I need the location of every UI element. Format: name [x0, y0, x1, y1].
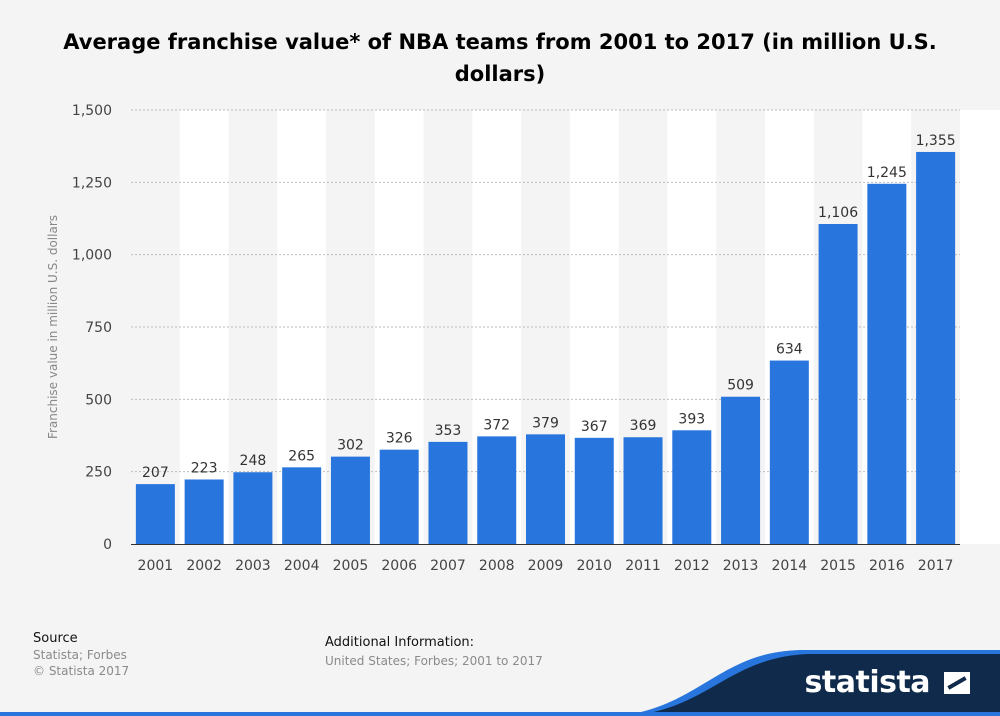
y-tick-label: 500 — [85, 392, 112, 408]
x-tick-label: 2010 — [576, 558, 612, 574]
bar-value-label: 326 — [386, 431, 413, 447]
x-tick-label: 2016 — [869, 558, 905, 574]
bar-chart: 0 250 500 750 1,000 1,250 1,500 207 223 248 265 30… — [46, 103, 1000, 574]
x-tick-label: 2014 — [772, 558, 808, 574]
bar — [428, 441, 468, 544]
bar-value-label: 265 — [288, 448, 315, 464]
y-tick-label: 750 — [85, 320, 112, 336]
x-tick-label: 2007 — [430, 558, 466, 574]
x-tick-label: 2003 — [235, 558, 271, 574]
x-tick-label: 2013 — [723, 558, 759, 574]
y-axis-ticks: 0 250 500 750 1,000 1,250 1,500 — [72, 103, 112, 553]
x-tick-label: 2002 — [186, 558, 222, 574]
bars — [135, 151, 956, 545]
y-tick-label: 0 — [103, 537, 112, 553]
additional-info-heading: Additional Information: — [325, 635, 475, 650]
x-tick-label: 2004 — [284, 558, 320, 574]
bar — [184, 479, 224, 544]
bar-value-label: 1,106 — [818, 205, 858, 221]
bar — [233, 472, 273, 544]
bar — [282, 467, 322, 544]
bar-value-label: 207 — [142, 465, 169, 481]
source-block: Source Statista; Forbes © Statista 2017 — [33, 631, 129, 679]
bar — [769, 360, 809, 544]
bar — [623, 437, 663, 544]
bar-value-label: 393 — [678, 411, 705, 427]
statista-logo-text: statista — [804, 665, 931, 700]
bar — [477, 436, 517, 544]
x-tick-label: 2001 — [138, 558, 174, 574]
copyright-line: © Statista 2017 — [33, 664, 130, 678]
bar — [721, 396, 761, 544]
x-tick-label: 2006 — [381, 558, 417, 574]
bar — [330, 456, 370, 544]
bar-value-label: 248 — [240, 453, 267, 469]
bar-value-label: 1,355 — [916, 133, 956, 149]
bar-value-label: 223 — [191, 460, 218, 476]
bar-value-label: 509 — [727, 378, 754, 394]
bar-value-label: 634 — [776, 342, 803, 358]
bar-value-label: 367 — [581, 419, 608, 435]
x-axis-ticks: 2001 2002 2003 2004 2005 2006 2007 2008 2009 2010… — [138, 558, 954, 574]
bar-value-label: 353 — [435, 423, 462, 439]
statista-logo-icon — [944, 672, 970, 694]
bar — [672, 430, 712, 544]
background-band — [960, 110, 1000, 544]
bar-value-label: 379 — [532, 415, 559, 431]
bar — [135, 484, 175, 544]
y-tick-label: 250 — [85, 465, 112, 481]
bar — [379, 449, 419, 544]
bar-value-label: 302 — [337, 438, 364, 454]
bar-value-label: 369 — [630, 418, 657, 434]
bar-value-label: 1,245 — [867, 165, 907, 181]
statista-logo: statista — [805, 665, 970, 700]
value-labels: 207 223 248 265 302 326 353 372 379 367 369 393 509 6… — [142, 133, 956, 481]
bar — [574, 437, 614, 544]
source-heading: Source — [33, 631, 78, 646]
y-tick-label: 1,500 — [72, 103, 112, 119]
x-tick-label: 2017 — [918, 558, 954, 574]
brand-banner — [0, 650, 1000, 716]
x-tick-label: 2012 — [674, 558, 710, 574]
y-tick-label: 1,000 — [72, 248, 112, 264]
additional-info-block: Additional Information: United States; F… — [325, 633, 543, 671]
x-tick-label: 2015 — [820, 558, 856, 574]
bar — [818, 223, 858, 545]
additional-info-text: United States; Forbes; 2001 to 2017 — [325, 654, 543, 668]
bar — [916, 151, 956, 544]
y-axis-label: Franchise value in million U.S. dollars — [46, 215, 60, 439]
bar-value-label: 372 — [483, 417, 510, 433]
bar — [867, 183, 907, 544]
bar — [525, 434, 566, 544]
chart-title: Average franchise value* of NBA teams fr… — [63, 30, 937, 86]
source-line: Statista; Forbes — [33, 648, 127, 662]
x-tick-label: 2009 — [528, 558, 564, 574]
x-tick-label: 2008 — [479, 558, 515, 574]
x-tick-label: 2011 — [625, 558, 661, 574]
y-tick-label: 1,250 — [72, 175, 112, 191]
x-tick-label: 2005 — [333, 558, 369, 574]
